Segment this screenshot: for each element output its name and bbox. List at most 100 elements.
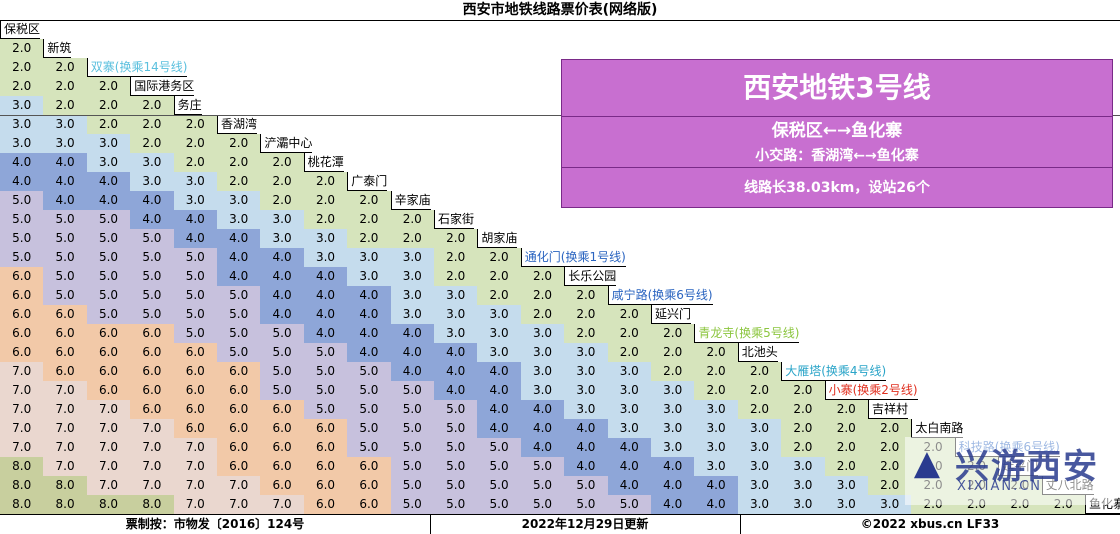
fare-cell: 7.0 (86, 476, 131, 495)
fare-cell: 6.0 (260, 438, 304, 457)
fare-cell: 4.0 (173, 229, 217, 248)
fare-cell: 4.0 (390, 362, 434, 381)
fare-cell: 4.0 (0, 153, 44, 172)
fare-cell: 5.0 (0, 210, 44, 229)
fare-cell: 4.0 (86, 191, 131, 210)
fare-cell: 3.0 (564, 381, 608, 400)
fare-cell: 2.0 (43, 77, 87, 96)
line-route: 保税区←→鱼化寨 (771, 121, 903, 141)
fare-cell: 2.0 (564, 305, 608, 324)
fare-cell: 2.0 (868, 419, 912, 438)
fare-cell: 3.0 (173, 172, 217, 191)
fare-cell: 6.0 (130, 362, 174, 381)
fare-cell: 2.0 (86, 115, 131, 134)
fare-cell: 4.0 (217, 229, 261, 248)
fare-cell: 2.0 (651, 343, 695, 362)
fare-cell: 3.0 (824, 495, 868, 514)
fare-cell: 2.0 (737, 381, 782, 400)
fare-cell: 2.0 (781, 419, 825, 438)
fare-cell: 2.0 (737, 362, 782, 381)
fare-cell: 5.0 (520, 495, 565, 514)
station-name: 石家街 (434, 210, 475, 229)
fare-cell: 2.0 (824, 457, 868, 476)
fare-cell: 5.0 (520, 476, 565, 495)
fare-cell: 4.0 (86, 172, 131, 191)
station-name: 青龙寺(换乘5号线) (694, 324, 800, 343)
fare-cell: 2.0 (217, 172, 261, 191)
fare-cell: 4.0 (43, 153, 87, 172)
tower-icon: ▲ (913, 443, 941, 483)
fare-cell: 3.0 (564, 400, 608, 419)
fare-cell: 3.0 (520, 324, 565, 343)
fare-cell: 4.0 (217, 248, 261, 267)
fare-cell: 3.0 (86, 153, 131, 172)
station-name: 浐灞中心 (260, 134, 313, 153)
fare-cell: 7.0 (173, 495, 217, 514)
fare-cell: 5.0 (86, 210, 131, 229)
fare-cell: 4.0 (564, 419, 608, 438)
fare-cell: 2.0 (434, 267, 478, 286)
fare-cell: 3.0 (651, 438, 695, 457)
fare-cell: 5.0 (347, 400, 391, 419)
fare-cell: 3.0 (737, 438, 782, 457)
fare-cell: 5.0 (347, 381, 391, 400)
fare-cell: 4.0 (651, 457, 695, 476)
fare-cell: 2.0 (607, 324, 651, 343)
fare-cell: 2.0 (260, 153, 304, 172)
fare-cell: 5.0 (173, 305, 217, 324)
fare-cell: 6.0 (260, 457, 304, 476)
fare-cell: 5.0 (390, 438, 434, 457)
watermark-logo: ▲ 兴游西安 XIXIAN.CN (905, 437, 1115, 505)
fare-cell: 8.0 (86, 495, 131, 514)
fare-cell: 2.0 (390, 229, 434, 248)
fare-cell: 3.0 (303, 248, 348, 267)
fare-cell: 3.0 (564, 343, 608, 362)
fare-cell: 3.0 (260, 229, 304, 248)
fare-cell: 2.0 (694, 362, 738, 381)
fare-cell: 8.0 (0, 476, 44, 495)
station-name: 北池头 (737, 343, 778, 362)
fare-cell: 4.0 (43, 191, 87, 210)
fare-cell: 3.0 (651, 381, 695, 400)
fare-cell: 7.0 (0, 362, 44, 381)
fare-cell: 4.0 (434, 362, 478, 381)
station-name: 香湖湾 (217, 115, 258, 134)
fare-cell: 3.0 (43, 134, 87, 153)
row-separator (0, 115, 1120, 116)
fare-cell: 2.0 (43, 58, 87, 77)
fare-cell: 3.0 (390, 305, 434, 324)
fare-cell: 5.0 (260, 343, 304, 362)
fare-cell: 4.0 (390, 324, 434, 343)
fare-cell: 5.0 (434, 476, 478, 495)
fare-cell: 6.0 (130, 343, 174, 362)
fare-cell: 4.0 (130, 210, 174, 229)
fare-cell: 2.0 (868, 438, 912, 457)
fare-cell: 2.0 (651, 362, 695, 381)
fare-cell: 4.0 (260, 267, 304, 286)
fare-cell: 3.0 (477, 305, 521, 324)
fare-cell: 6.0 (173, 419, 217, 438)
fare-cell: 5.0 (86, 229, 131, 248)
fare-cell: 8.0 (43, 476, 87, 495)
fare-cell: 3.0 (737, 419, 782, 438)
fare-cell: 3.0 (520, 362, 565, 381)
fare-cell: 2.0 (130, 115, 174, 134)
fare-cell: 3.0 (781, 457, 825, 476)
fare-cell: 2.0 (868, 476, 912, 495)
fare-cell: 5.0 (173, 286, 217, 305)
fare-cell: 7.0 (217, 495, 261, 514)
fare-cell: 6.0 (303, 495, 348, 514)
fare-cell: 7.0 (43, 381, 87, 400)
fare-cell: 6.0 (0, 305, 44, 324)
station-name: 通化门(换乘1号线) (520, 248, 626, 267)
fare-cell: 7.0 (130, 457, 174, 476)
fare-cell: 6.0 (0, 324, 44, 343)
fare-cell: 7.0 (0, 400, 44, 419)
fare-cell: 4.0 (651, 495, 695, 514)
fare-cell: 2.0 (43, 96, 87, 115)
station-name: 胡家庙 (477, 229, 518, 248)
fare-cell: 2.0 (520, 286, 565, 305)
fare-cell: 2.0 (347, 229, 391, 248)
fare-cell: 5.0 (347, 362, 391, 381)
fare-cell: 5.0 (173, 324, 217, 343)
